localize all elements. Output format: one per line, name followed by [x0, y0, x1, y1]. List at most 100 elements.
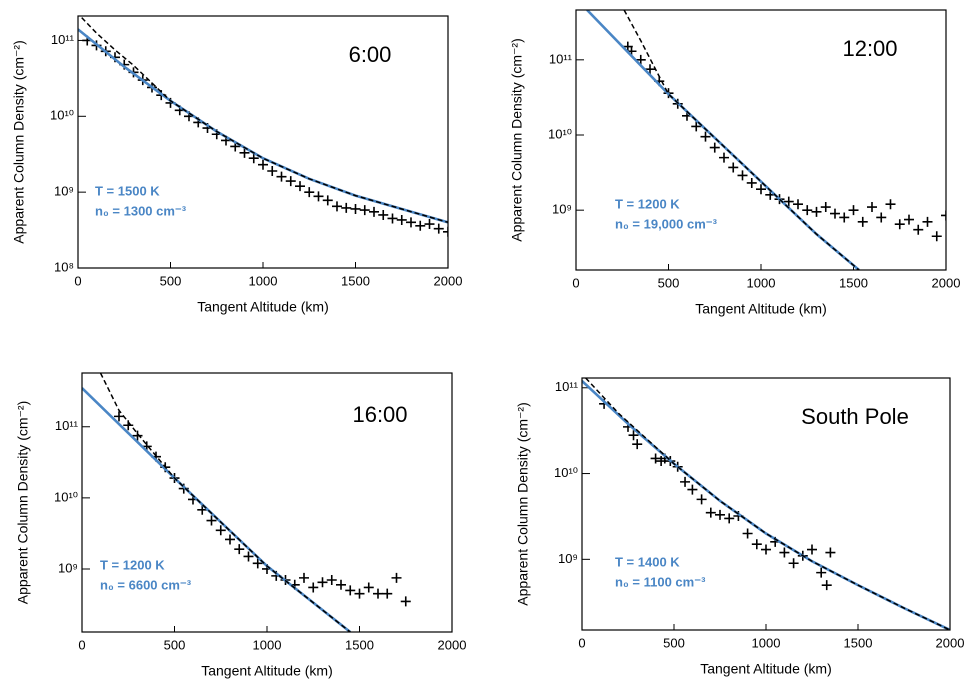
data-point	[243, 551, 254, 562]
annotation: T = 1400 K	[615, 554, 680, 569]
data-point	[215, 525, 226, 536]
data-point	[680, 476, 691, 487]
y-tick-label: 10⁹	[54, 184, 74, 199]
data-point	[719, 152, 729, 163]
data-point	[816, 567, 827, 578]
annotation: n₀ = 19,000 cm⁻³	[615, 216, 718, 231]
x-tick-label: 500	[160, 273, 182, 288]
data-point	[756, 184, 766, 195]
data-point	[225, 534, 235, 545]
data-point	[396, 214, 407, 225]
data-point	[322, 195, 333, 206]
data-point	[304, 187, 315, 198]
data-point	[391, 572, 402, 583]
data-point	[341, 202, 352, 213]
data-point	[746, 177, 757, 188]
panel: 0 500 1000 1500 2000 10⁹ 10¹⁰ 10¹¹ Tangent Altit…	[15, 372, 467, 679]
data-point	[276, 171, 287, 182]
plot-frame	[575, 9, 947, 271]
data-point	[234, 544, 245, 555]
dashed-curve	[99, 373, 351, 632]
data-point	[359, 205, 370, 216]
data-point	[295, 181, 305, 192]
y-tick-label: 10⁹	[558, 551, 578, 566]
data-point	[336, 579, 346, 590]
y-axis-label: Apparent Column Density (cm⁻²)	[509, 38, 525, 241]
panel-title: South Pole	[801, 404, 909, 429]
data-point	[252, 558, 263, 569]
annotation: T = 1200 K	[615, 196, 680, 211]
data-point	[788, 558, 799, 569]
dashed-curve	[81, 17, 448, 224]
y-tick-label: 10¹⁰	[548, 126, 572, 141]
data-point	[825, 547, 836, 558]
y-tick-label: 10¹¹	[549, 51, 573, 66]
model-curve	[82, 387, 352, 632]
y-tick-label: 10¹¹	[51, 32, 75, 47]
data-point	[317, 577, 328, 588]
annotation: n₀ = 6600 cm⁻³	[100, 577, 192, 592]
plot-frame	[581, 377, 951, 631]
data-point	[687, 484, 698, 495]
data-point	[931, 231, 942, 242]
data-point	[709, 142, 720, 153]
data-point	[387, 213, 398, 224]
x-axis-label: Tangent Altitude (km)	[695, 301, 827, 317]
data-point	[913, 224, 924, 235]
y-axis-label: Apparent Column Density (cm⁻²)	[15, 401, 31, 604]
data-point	[941, 210, 946, 221]
data-point	[742, 528, 753, 539]
data-point	[820, 202, 831, 213]
x-axis-label: Tangent Altitude (km)	[201, 663, 333, 679]
dashed-curve	[623, 10, 860, 270]
data-point	[424, 219, 435, 230]
data-point	[783, 196, 794, 207]
y-tick-label: 10¹⁰	[554, 465, 578, 480]
annotation: n₀ = 1300 cm⁻³	[95, 203, 187, 218]
panel-title: 6:00	[349, 42, 392, 67]
x-tick-label: 0	[578, 635, 585, 650]
data-point	[737, 170, 748, 181]
data-point	[313, 191, 324, 202]
data-point	[632, 439, 643, 450]
data-point	[345, 585, 356, 596]
data-point	[885, 199, 896, 210]
panel: 0 500 1000 1500 2000 10⁹ 10¹⁰ 10¹¹ Tangent Altit…	[515, 377, 965, 677]
data-point	[724, 513, 735, 524]
data-point	[628, 430, 639, 441]
data-point	[700, 131, 711, 142]
x-tick-label: 1500	[839, 275, 868, 290]
data-point	[308, 582, 319, 593]
x-tick-label: 2000	[936, 635, 965, 650]
data-point	[433, 223, 444, 234]
data-point	[248, 153, 259, 164]
model-curve	[586, 10, 860, 270]
annotation: T = 1500 K	[95, 183, 160, 198]
y-tick-label: 10¹¹	[55, 418, 79, 433]
panel-title: 12:00	[842, 36, 897, 61]
data-point	[326, 575, 337, 586]
panel: 0 500 1000 1500 2000 10⁹ 10¹⁰ 10¹¹ Tangent Altit…	[509, 9, 960, 317]
data-point	[793, 199, 803, 210]
data-point	[400, 596, 411, 607]
x-tick-label: 2000	[438, 637, 467, 652]
data-point	[705, 507, 716, 518]
data-point	[645, 64, 655, 75]
x-tick-label: 1500	[345, 637, 374, 652]
y-tick-label: 10⁹	[58, 560, 78, 575]
data-point	[197, 504, 208, 515]
data-point	[904, 214, 914, 225]
data-point	[802, 205, 813, 216]
annotation: n₀ = 1100 cm⁻³	[615, 574, 706, 589]
x-tick-label: 1500	[844, 635, 873, 650]
data-point	[363, 582, 374, 593]
x-tick-label: 0	[572, 275, 579, 290]
x-tick-label: 500	[658, 275, 680, 290]
data-point	[821, 580, 832, 591]
panel-title: 16:00	[352, 402, 407, 427]
data-point	[830, 208, 840, 219]
x-tick-label: 1000	[253, 637, 282, 652]
data-point	[285, 176, 296, 187]
data-point	[382, 588, 393, 599]
